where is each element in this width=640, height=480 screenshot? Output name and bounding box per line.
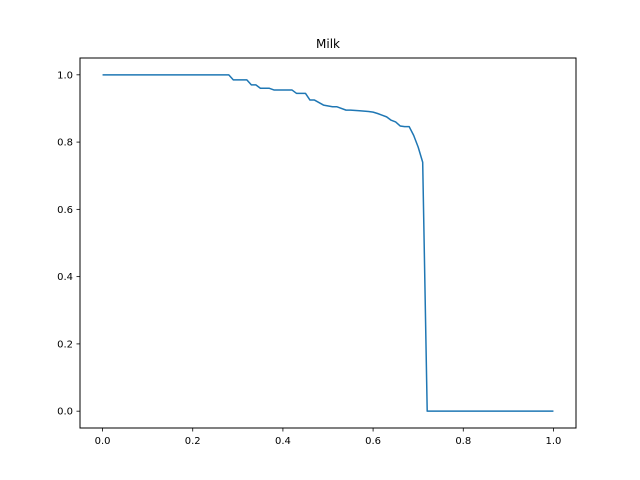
y-tick-label: 0.0 bbox=[57, 407, 73, 418]
y-tick-label: 0.4 bbox=[57, 272, 73, 283]
series-line-0 bbox=[102, 74, 554, 412]
y-tick-label: 0.6 bbox=[57, 205, 73, 216]
x-tick-label: 0.0 bbox=[95, 436, 111, 447]
chart-title: Milk bbox=[316, 37, 340, 51]
x-tick-label: 0.4 bbox=[275, 436, 291, 447]
y-tick-label: 1.0 bbox=[57, 70, 73, 81]
y-tick-label: 0.8 bbox=[57, 138, 73, 149]
y-tick-label: 0.2 bbox=[57, 339, 73, 350]
x-tick-label: 0.2 bbox=[185, 436, 201, 447]
x-tick-label: 0.6 bbox=[365, 436, 381, 447]
plot-frame bbox=[79, 57, 577, 429]
x-tick-label: 0.8 bbox=[455, 436, 471, 447]
x-tick-label: 1.0 bbox=[546, 436, 562, 447]
